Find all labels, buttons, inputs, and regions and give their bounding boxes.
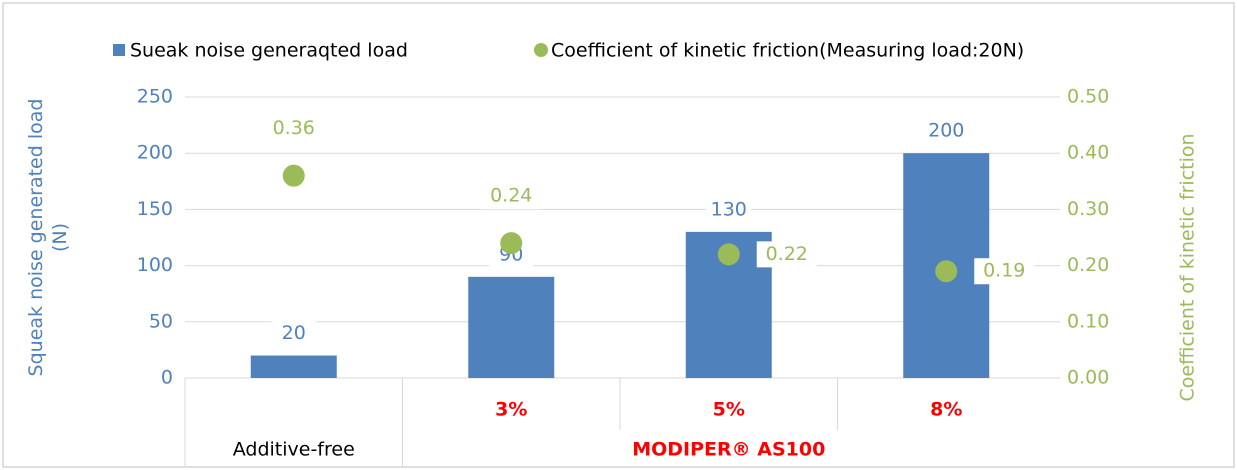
legend-label: Coefficient of kinetic friction(Measurin… <box>551 40 1024 62</box>
bar-label-bg <box>924 118 969 145</box>
y-tick-label: 200 <box>137 142 173 164</box>
bar-label: 200 <box>928 120 964 142</box>
legend-label: Sueak noise generaqted load <box>130 40 408 62</box>
y-tick-label: 0 <box>161 367 173 389</box>
point-label: 0.24 <box>490 185 532 207</box>
point-label: 0.22 <box>766 243 808 265</box>
point-label-bg <box>974 258 1035 285</box>
bar-label: 20 <box>282 322 306 344</box>
y-tick-label: 250 <box>137 86 173 108</box>
y-axis-title-line: (N) <box>49 223 71 252</box>
point-label-bg <box>263 115 324 142</box>
bar-label-bg <box>271 320 316 347</box>
y2-tick-label: 0.40 <box>1067 142 1109 164</box>
x-tick-label: 3% <box>495 399 527 421</box>
point <box>717 243 740 266</box>
point <box>935 260 958 283</box>
y2-tick-label: 0.00 <box>1067 367 1109 389</box>
legend-swatch <box>534 43 548 57</box>
y-tick-label: 50 <box>149 310 173 332</box>
point-label: 0.19 <box>983 260 1025 282</box>
point-label-bg <box>756 241 817 268</box>
y2-axis-title: Coefficient of kinetic friction <box>1177 133 1199 401</box>
y-axis-title-line: Squeak noise generated load <box>25 99 47 377</box>
point-label-bg <box>481 183 542 210</box>
x-tick-label: 8% <box>930 399 962 421</box>
x-tick-label: 5% <box>713 399 745 421</box>
group-label: Additive-free <box>233 439 355 461</box>
point-label: 0.36 <box>273 117 315 139</box>
bar <box>250 355 337 378</box>
y-axis-title: Squeak noise generated load (N) <box>25 99 71 377</box>
bar-label: 130 <box>711 198 747 220</box>
y2-tick-label: 0.30 <box>1067 198 1109 220</box>
y2-tick-label: 0.50 <box>1067 86 1109 108</box>
bar-label-bg <box>706 196 751 223</box>
y2-tick-label: 0.10 <box>1067 310 1109 332</box>
point <box>500 232 523 255</box>
y2-tick-label: 0.20 <box>1067 254 1109 276</box>
y-tick-label: 100 <box>137 254 173 276</box>
bar <box>468 276 555 378</box>
legend-swatch <box>113 44 125 56</box>
point <box>282 164 305 187</box>
y-tick-label: 150 <box>137 198 173 220</box>
group-label: MODIPER® AS100 <box>632 439 825 461</box>
